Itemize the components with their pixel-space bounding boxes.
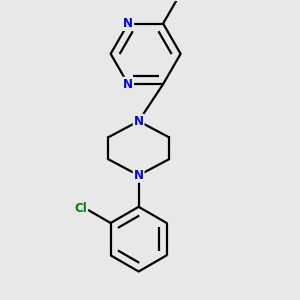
Text: N: N [123,17,133,30]
Text: Cl: Cl [74,202,87,214]
Text: N: N [123,78,133,91]
Text: N: N [134,115,144,128]
Text: N: N [134,169,144,182]
